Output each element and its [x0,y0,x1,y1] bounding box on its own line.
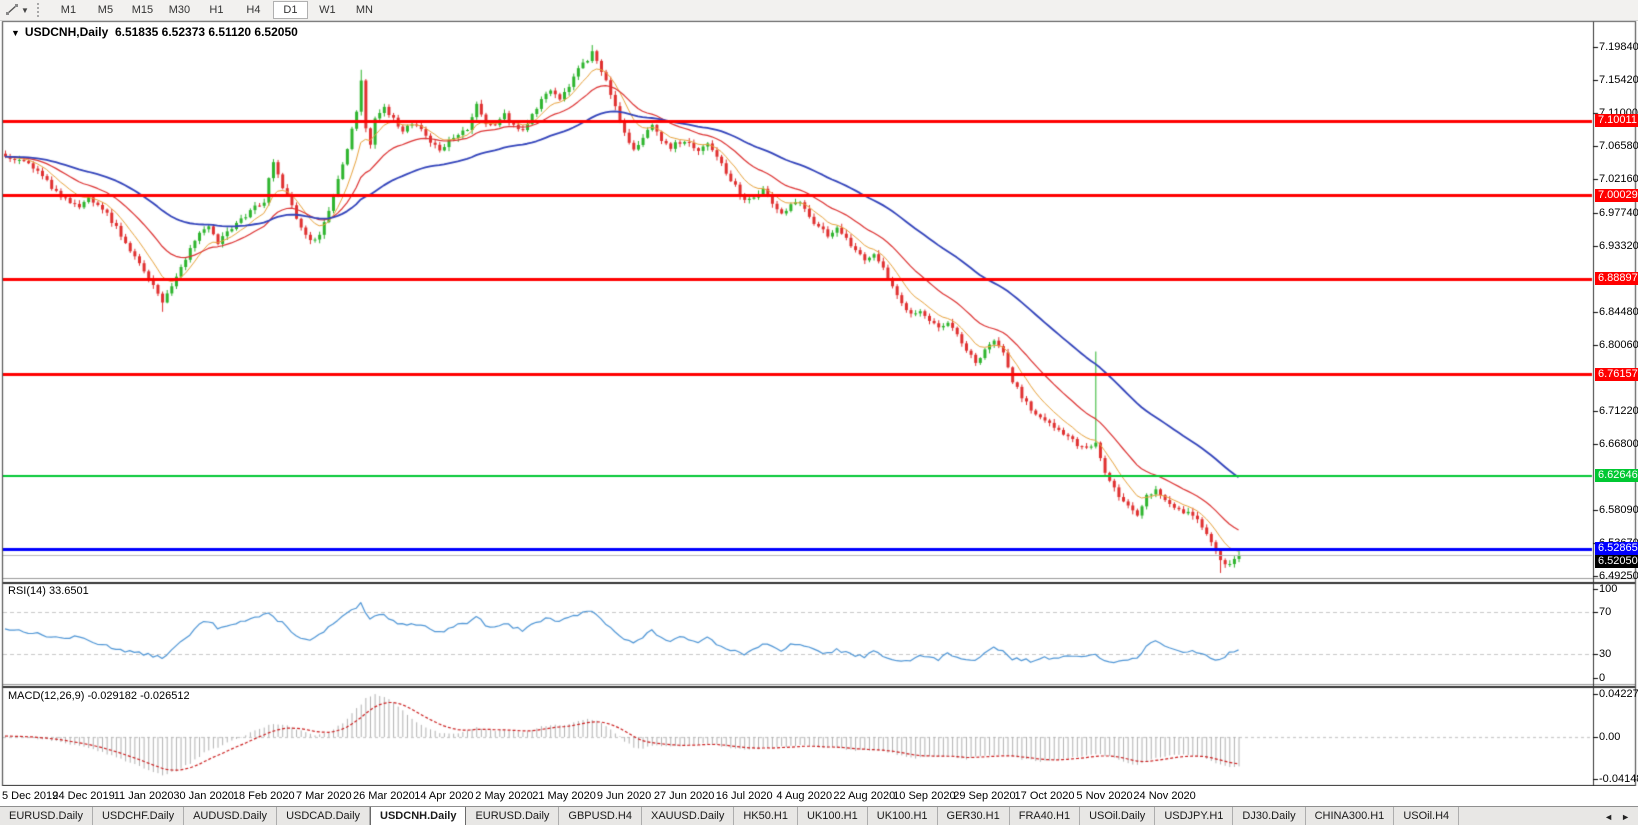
rsi-tick: 0 [1599,672,1606,684]
tab-usoil-daily[interactable]: USOil.Daily [1080,807,1156,825]
tab-gbpusd-h4[interactable]: GBPUSD.H4 [559,807,642,825]
macd-tick: 0.042275 [1599,688,1638,701]
tab-bar: EURUSD.Daily USDCHF.Daily AUDUSD.Daily USDC… [0,806,1638,825]
symbol-dropdown-icon[interactable]: ▼ [11,28,20,38]
price-tick: 6.97740 [1599,206,1638,219]
tab-uk100-h1[interactable]: UK100.H1 [798,807,868,825]
date-label: 5 Nov 2020 [1076,790,1133,802]
date-label: 9 Jun 2020 [596,790,652,802]
macd-label: MACD(12,26,9) -0.029182 -0.026512 [6,690,192,702]
rsi-label: RSI(14) 33.6501 [6,585,91,597]
date-axis: 5 Dec 2019 24 Dec 2019 11 Jan 2020 30 Jan 2… [0,786,1638,806]
level-badge-6.88897: 6.88897 [1595,272,1638,286]
price-tick: 6.84480 [1599,305,1638,318]
date-label: 7 Mar 2020 [295,790,352,802]
tab-usdcad-daily[interactable]: USDCAD.Daily [277,807,371,825]
rsi-tick: 100 [1599,583,1618,595]
price-tick: 7.02160 [1599,173,1638,186]
price-tick: 6.49250 [1599,569,1638,582]
chevron-down-icon[interactable]: ▼ [21,5,29,15]
timeframe-button-h1[interactable]: H1 [209,4,224,16]
price-tick: 6.80060 [1599,339,1638,352]
date-label: 16 Jul 2020 [715,790,773,802]
date-label: 4 Aug 2020 [776,790,833,802]
date-label: 21 May 2020 [532,790,596,802]
tab-eurusd-daily[interactable]: EURUSD.Daily [466,807,560,825]
timeframe-button-m15[interactable]: M15 [131,4,154,16]
tab-fra40-h1[interactable]: FRA40.H1 [1010,807,1081,825]
timeframe-button-w1[interactable]: W1 [319,4,336,16]
level-badge-6.62646: 6.62646 [1595,469,1638,483]
tab-china300-h1[interactable]: CHINA300.H1 [1306,807,1395,825]
price-tick: 6.58090 [1599,503,1638,516]
ohlc-values: 6.51835 6.52373 6.51120 6.52050 [114,25,298,39]
date-label: 18 Feb 2020 [232,790,295,802]
level-badge-6.52865: 6.52865 [1595,542,1638,556]
symbol-label: USDCNH,Daily [24,25,109,39]
tab-usdjpy-h1[interactable]: USDJPY.H1 [1155,807,1234,825]
tab-scroll-right-icon[interactable]: ► [1621,811,1630,822]
tab-scroll-left-icon[interactable]: ◄ [1604,811,1614,822]
timeframe-button-m30[interactable]: M30 [168,4,191,16]
rsi-tick: 70 [1599,606,1612,619]
timeframe-button-mn[interactable]: MN [355,4,373,16]
price-tick: 7.19840 [1599,41,1638,53]
tab-usdchf-daily[interactable]: USDCHF.Daily [93,807,185,825]
tab-eurusd-daily[interactable]: EURUSD.Daily [0,807,93,825]
tab-usoil-h4[interactable]: USOil.H4 [1394,807,1460,825]
tab-audusd-daily[interactable]: AUDUSD.Daily [184,807,278,825]
rsi-tick: 30 [1599,647,1612,660]
tab-hk50-h1[interactable]: HK50.H1 [734,807,798,825]
tab-ger30-h1[interactable]: GER30.H1 [938,807,1010,825]
date-label: 2 May 2020 [475,790,533,802]
date-label: 24 Nov 2020 [1133,790,1196,802]
price-tick: 7.06580 [1599,140,1638,153]
date-label: 17 Oct 2020 [1014,790,1075,802]
timeframe-toolbar: ▼ M1 M5 M15 M30 H1 H4 D1 W1 MN [0,0,1638,21]
level-badge-7.00029: 7.00029 [1595,188,1638,202]
current-price-badge: 6.52050 [1595,555,1638,569]
toolbar-grip[interactable] [36,3,42,17]
level-badge-6.76157: 6.76157 [1595,367,1638,381]
tab-xauusd-daily[interactable]: XAUUSD.Daily [642,807,735,825]
timeframe-button-h4[interactable]: H4 [246,4,261,16]
date-label: 26 Mar 2020 [352,790,415,802]
macd-tick: 0.00 [1599,731,1621,743]
macd-tick: -0.04148 [1599,772,1638,785]
price-tick: 6.71220 [1599,405,1638,418]
date-label: 14 Apr 2020 [414,790,474,802]
price-tick: 6.66800 [1599,438,1638,451]
date-label: 22 Aug 2020 [833,790,896,802]
timeframe-button-d1[interactable]: D1 [272,1,308,19]
date-label: 30 Jan 2020 [173,790,234,802]
date-label: 29 Sep 2020 [953,790,1016,802]
chart-title: ▼ USDCNH,Daily 6.51835 6.52373 6.51120 6.… [8,25,301,39]
date-label: 5 Dec 2019 [2,790,59,802]
date-label: 10 Sep 2020 [893,790,956,802]
tab-dj30-daily[interactable]: DJ30.Daily [1233,807,1306,825]
date-label: 11 Jan 2020 [113,790,174,802]
price-tick: 7.15420 [1599,74,1638,87]
date-label: 27 Jun 2020 [653,790,715,802]
timeframe-button-m1[interactable]: M1 [60,4,77,16]
tab-usdcnh-daily[interactable]: USDCNH.Daily [370,807,467,825]
timeframe-button-m5[interactable]: M5 [97,4,114,16]
timeframe-buttons: M1 M5 M15 M30 H1 H4 D1 W1 MN [50,1,383,19]
level-badge-7.10011: 7.10011 [1595,114,1638,128]
trendline-tool-icon[interactable] [3,2,21,18]
tab-uk100-h1[interactable]: UK100.H1 [868,807,938,825]
price-tick: 6.93320 [1599,239,1638,252]
date-label: 24 Dec 2019 [52,790,115,802]
